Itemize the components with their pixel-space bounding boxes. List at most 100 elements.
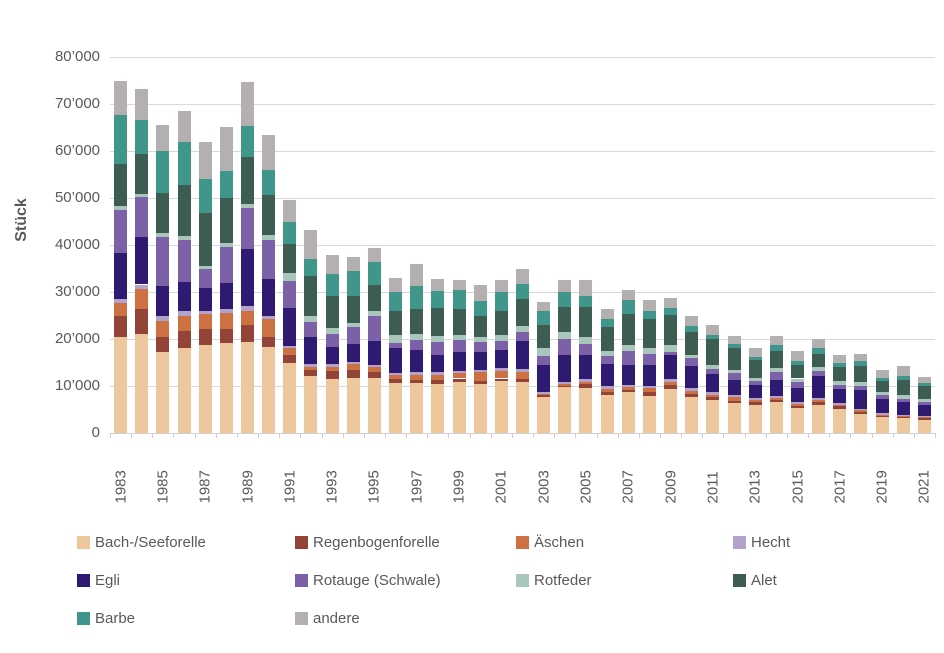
bar-segment bbox=[727, 379, 741, 396]
x-axis-tick bbox=[660, 433, 661, 438]
bar-segment bbox=[917, 386, 931, 400]
gridline-40000 bbox=[110, 245, 935, 246]
bar-segment bbox=[664, 345, 678, 352]
bar-segment bbox=[748, 402, 762, 405]
bar-segment bbox=[494, 368, 508, 372]
bar-segment bbox=[473, 284, 487, 301]
bar-segment bbox=[621, 345, 635, 352]
bar-segment bbox=[494, 292, 508, 311]
x-axis-tick bbox=[427, 433, 429, 438]
bar-segment bbox=[262, 279, 276, 316]
bar-segment bbox=[156, 285, 170, 316]
bar-segment bbox=[706, 364, 720, 370]
bar-segment bbox=[917, 402, 931, 405]
bar-segment bbox=[600, 351, 614, 356]
bar-segment bbox=[304, 229, 318, 259]
bar-segment bbox=[219, 243, 233, 248]
bar-segment bbox=[706, 397, 720, 400]
bar-segment bbox=[791, 405, 804, 409]
bar-segment bbox=[727, 402, 741, 433]
legend-swatch-icon bbox=[77, 612, 90, 625]
x-tick-label-2007: 2007 bbox=[619, 469, 637, 503]
bar-segment bbox=[875, 392, 889, 396]
bar-1996 bbox=[389, 57, 403, 433]
bar-segment bbox=[537, 301, 551, 311]
bar-segment bbox=[262, 347, 276, 433]
bar-segment bbox=[769, 398, 783, 400]
bar-segment bbox=[494, 341, 508, 351]
bar-segment bbox=[896, 417, 910, 433]
x-axis-tick bbox=[935, 433, 936, 438]
bar-segment bbox=[135, 119, 149, 154]
y-tick-label: 10’000 bbox=[54, 377, 100, 394]
bar-segment bbox=[727, 344, 741, 349]
bar-segment bbox=[452, 381, 466, 433]
bar-segment bbox=[664, 378, 678, 382]
bar-1997 bbox=[410, 57, 424, 433]
bar-segment bbox=[177, 330, 191, 348]
x-axis-tick bbox=[173, 433, 175, 438]
bar-segment bbox=[346, 370, 360, 378]
legend-swatch-icon bbox=[733, 536, 746, 549]
bar-segment bbox=[262, 337, 276, 347]
bar-segment bbox=[621, 314, 635, 346]
bar-2012 bbox=[727, 57, 741, 433]
bar-segment bbox=[367, 247, 381, 262]
bar-segment bbox=[241, 126, 254, 157]
legend-swatch-icon bbox=[516, 574, 529, 587]
bar-segment bbox=[537, 392, 551, 394]
bar-segment bbox=[367, 341, 381, 365]
legend-item-bach-seeforelle: Bach-/Seeforelle bbox=[77, 534, 206, 551]
legend-swatch-icon bbox=[295, 612, 308, 625]
bar-segment bbox=[325, 379, 339, 433]
bar-segment bbox=[621, 290, 635, 300]
bar-segment bbox=[367, 261, 381, 286]
x-tick-label-2009: 2009 bbox=[662, 469, 680, 503]
y-tick-label: 0 bbox=[91, 424, 100, 441]
x-axis-tick bbox=[871, 433, 873, 438]
bar-segment bbox=[494, 350, 508, 369]
legend-swatch-icon bbox=[77, 536, 90, 549]
bar-segment bbox=[791, 364, 804, 379]
bar-segment bbox=[579, 295, 593, 307]
bar-1990 bbox=[262, 57, 276, 433]
bar-segment bbox=[769, 401, 783, 433]
bar-segment bbox=[600, 364, 614, 387]
bar-segment bbox=[346, 270, 360, 296]
bar-segment bbox=[917, 416, 931, 418]
bar-segment bbox=[621, 392, 635, 433]
bar-segment bbox=[579, 306, 593, 338]
x-axis-tick bbox=[342, 433, 344, 438]
bar-segment bbox=[769, 345, 783, 352]
bar-segment bbox=[812, 375, 826, 399]
bar-1987 bbox=[198, 57, 212, 433]
bar-segment bbox=[748, 347, 762, 357]
bar-segment bbox=[431, 291, 445, 309]
bar-segment bbox=[685, 390, 699, 394]
x-axis-tick bbox=[723, 433, 725, 438]
bar-segment bbox=[516, 283, 529, 300]
bar-segment bbox=[642, 353, 656, 365]
bar-segment bbox=[516, 331, 529, 342]
bar-segment bbox=[558, 306, 572, 332]
legend-label: Egli bbox=[95, 572, 121, 589]
y-tick-label: 50’000 bbox=[54, 189, 100, 206]
x-axis-tick bbox=[850, 433, 852, 438]
bar-segment bbox=[241, 156, 254, 205]
bar-segment bbox=[410, 350, 424, 373]
bar-segment bbox=[283, 307, 297, 347]
bar-1999 bbox=[452, 57, 466, 433]
bar-segment bbox=[769, 351, 783, 368]
x-axis-tick bbox=[533, 433, 535, 438]
bar-segment bbox=[664, 315, 678, 346]
y-tick-label: 30’000 bbox=[54, 283, 100, 300]
bar-segment bbox=[812, 399, 826, 402]
bar-segment bbox=[579, 354, 593, 380]
bar-segment bbox=[219, 313, 233, 329]
bar-segment bbox=[706, 325, 720, 335]
bar-segment bbox=[135, 193, 149, 198]
bar-segment bbox=[600, 318, 614, 328]
bar-segment bbox=[283, 200, 297, 223]
bar-1985 bbox=[156, 57, 170, 433]
x-tick-label-1997: 1997 bbox=[408, 469, 426, 503]
